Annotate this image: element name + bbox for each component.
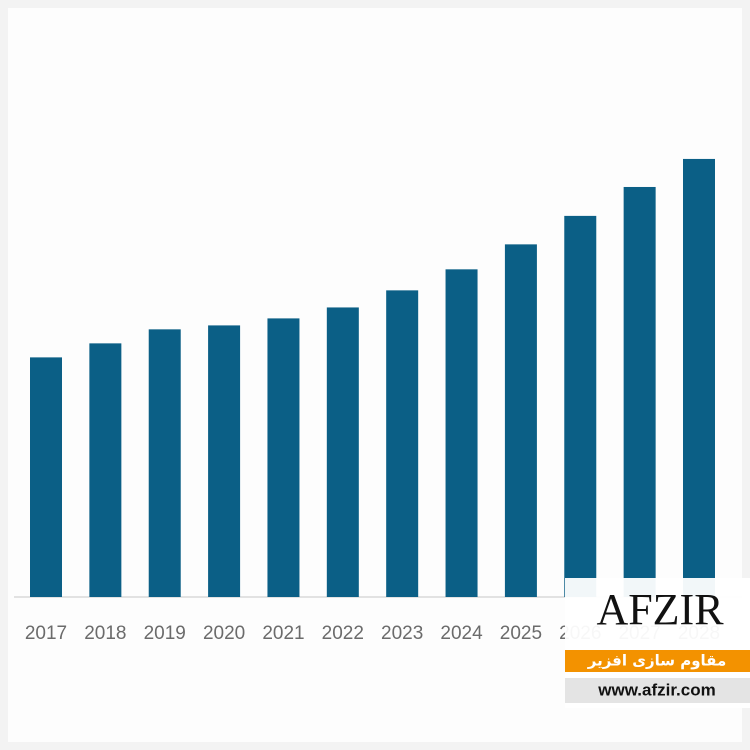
bar bbox=[267, 318, 300, 597]
bar bbox=[208, 325, 241, 597]
x-tick-label: 2023 bbox=[381, 623, 423, 644]
bar bbox=[326, 307, 359, 597]
bar bbox=[445, 269, 478, 597]
bar bbox=[30, 357, 62, 597]
logo-name: AFZIR bbox=[596, 585, 724, 634]
x-tick-label: 2018 bbox=[84, 623, 126, 644]
logo-tagline: مقاوم سازی افزیر bbox=[587, 652, 727, 670]
bar bbox=[504, 244, 537, 597]
x-tick-label: 2025 bbox=[500, 623, 542, 644]
x-tick-label: 2022 bbox=[322, 623, 364, 644]
bar bbox=[564, 215, 597, 597]
bar bbox=[683, 158, 715, 597]
bar bbox=[148, 329, 181, 597]
logo-url: www.afzir.com bbox=[597, 680, 715, 699]
logo-url-band bbox=[565, 678, 750, 703]
bar bbox=[623, 186, 656, 597]
bar bbox=[386, 290, 419, 597]
x-tick-label: 2024 bbox=[440, 623, 483, 644]
plot: 2017201820192020202120222023202420252026… bbox=[14, 158, 742, 644]
logo: AFZIR مقاوم سازی افزیر www.afzir.com bbox=[565, 578, 750, 708]
x-tick-label: 2021 bbox=[262, 623, 304, 644]
x-tick-label: 2019 bbox=[144, 623, 186, 644]
logo-band bbox=[565, 650, 750, 672]
bar bbox=[89, 343, 122, 597]
x-tick-label: 2020 bbox=[203, 623, 245, 644]
x-tick-label: 2017 bbox=[25, 623, 67, 644]
